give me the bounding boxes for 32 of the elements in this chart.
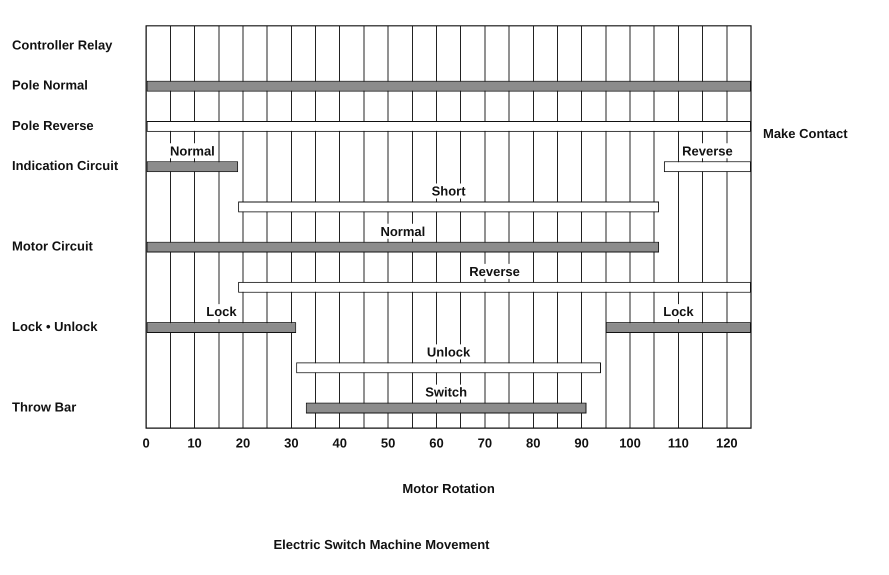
x-tick-label: 100: [619, 436, 641, 451]
data-label: Unlock: [426, 344, 472, 360]
data-label: Reverse: [682, 143, 733, 158]
data-label: Switch: [425, 384, 468, 400]
x-tick-label: 50: [380, 436, 396, 451]
x-tick-label: 0: [142, 436, 150, 451]
x-tick-label: 70: [478, 436, 492, 451]
x-tick-label: 80: [526, 436, 540, 451]
x-tick-label: 40: [332, 436, 347, 451]
text: Electric Switch Machine Movement: [273, 536, 490, 552]
x-tick-label: 110: [668, 436, 689, 451]
data-label: Reverse: [469, 264, 520, 280]
x-tick-label: 20: [236, 436, 250, 451]
text: Make Contact: [763, 126, 848, 142]
y-tick-label: Throw Bar: [12, 400, 76, 415]
x-axis-title: Motor Rotation: [402, 481, 495, 496]
data-label: Short: [432, 184, 466, 199]
y-tick-label: Lock • Unlock: [12, 319, 98, 334]
y-tick-label: Indication Circuit: [12, 158, 119, 174]
data-label: Normal: [170, 143, 215, 158]
x-tick-label: 120: [716, 436, 738, 451]
data-label: Lock: [663, 304, 694, 320]
x-tick-label: 10: [187, 436, 202, 451]
data-label: Lock: [206, 304, 238, 320]
y-tick-label: Pole Reverse: [12, 118, 94, 133]
x-tick-label: 30: [284, 436, 299, 451]
y-tick-label: Motor Circuit: [12, 238, 94, 254]
data-label: Normal: [380, 224, 426, 239]
y-tick-label: Pole Normal: [12, 78, 88, 93]
y-tick-label: Controller Relay: [12, 38, 114, 52]
x-tick-label: 90: [574, 436, 589, 451]
x-tick-label: 60: [429, 436, 444, 451]
